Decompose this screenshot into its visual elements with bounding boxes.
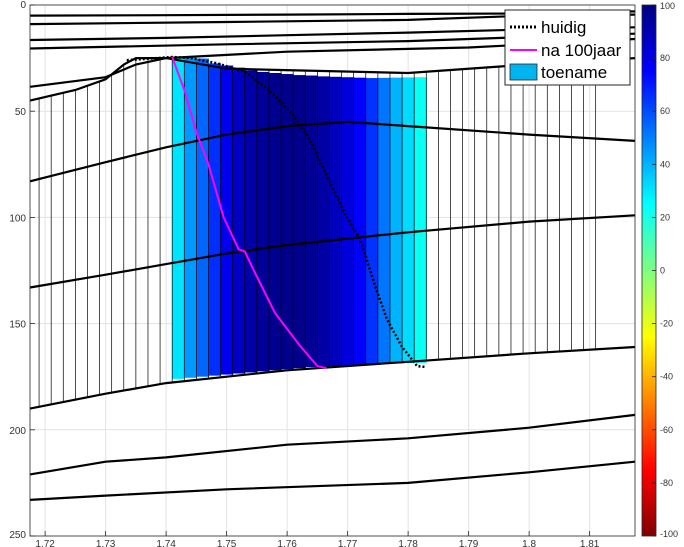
series-lines bbox=[126, 55, 427, 370]
toename-column bbox=[281, 74, 294, 370]
x-tick-label: 1.72 bbox=[35, 539, 55, 547]
toename-column bbox=[208, 63, 222, 376]
toename-column bbox=[184, 57, 197, 378]
x-tick-label: 1.74 bbox=[156, 539, 176, 547]
y-tick-label: 50 bbox=[15, 107, 27, 118]
toename-column bbox=[268, 72, 282, 371]
series-huidig bbox=[126, 55, 427, 369]
plot-frame bbox=[29, 4, 636, 537]
x-tick-label: 1.81 bbox=[580, 539, 600, 547]
y-tick-label: 250 bbox=[9, 530, 26, 541]
x-tick-label: 1.78 bbox=[398, 539, 418, 547]
x-tick-label: 1.79 bbox=[459, 539, 479, 547]
toename-column bbox=[414, 77, 427, 363]
toename-column bbox=[196, 58, 209, 377]
toename-column bbox=[329, 76, 343, 367]
colorbar-tick-label: 40 bbox=[660, 159, 670, 169]
colorbar-tick-label: 80 bbox=[660, 53, 670, 63]
toename-column bbox=[365, 78, 379, 365]
colorbar-tick-label: -100 bbox=[660, 529, 678, 539]
toename-column bbox=[220, 65, 234, 375]
y-tick-label: 150 bbox=[9, 320, 26, 331]
y-tick-label: 200 bbox=[9, 426, 26, 437]
toename-column bbox=[341, 77, 355, 366]
layer-boundary bbox=[29, 214, 636, 289]
toename-columns bbox=[172, 57, 427, 379]
legend-toename-swatch bbox=[509, 63, 538, 81]
toename-column bbox=[389, 77, 403, 364]
legend-na-100jaar-label: na 100jaar bbox=[541, 41, 622, 60]
x-tick-label: 1.75 bbox=[217, 539, 237, 547]
y-tick-label: 0 bbox=[20, 0, 26, 11]
legend-toename-label: toename bbox=[541, 63, 607, 82]
x-tick-label: 1.73 bbox=[96, 539, 116, 547]
x-tick-label: 1.76 bbox=[277, 539, 297, 547]
y-tick-label: 100 bbox=[9, 213, 26, 224]
colorbar-tick-label: -80 bbox=[660, 478, 673, 488]
colorbar-tick-label: 20 bbox=[660, 212, 670, 222]
series-na-100jaar bbox=[171, 56, 327, 370]
toename-column bbox=[377, 77, 391, 364]
colorbar-tick-label: 60 bbox=[660, 106, 670, 116]
mesh-verticals bbox=[38, 58, 597, 407]
toename-column bbox=[305, 75, 318, 368]
toename-column bbox=[172, 57, 185, 379]
legend: huidig na 100jaar toename bbox=[504, 9, 631, 86]
toename-column bbox=[317, 76, 330, 367]
x-tick-label: 1.8 bbox=[522, 539, 536, 547]
colorbar-tick-label: 100 bbox=[660, 1, 675, 11]
layer-boundary bbox=[29, 460, 636, 501]
toename-column bbox=[244, 70, 258, 373]
x-tick-label: 1.77 bbox=[338, 539, 358, 547]
toename-column bbox=[256, 71, 270, 372]
colorbar-ticks: 100 80 60 40 20 0 -20 -40 -60 -80 -100 bbox=[652, 1, 678, 539]
layer-boundary bbox=[29, 120, 636, 183]
toename-column bbox=[402, 77, 415, 364]
layer-boundary bbox=[29, 345, 636, 410]
toename-column bbox=[232, 67, 246, 374]
axis-ticks: 1.72 1.73 1.74 1.75 1.76 1.77 1.78 1.79 1.8 1.81 0… bbox=[9, 0, 599, 547]
toename-column bbox=[293, 75, 306, 369]
colorbar-tick-label: -20 bbox=[660, 319, 673, 329]
legend-huidig-label: huidig bbox=[541, 18, 586, 37]
toename-column bbox=[353, 77, 367, 365]
colorbar-tick-label: -40 bbox=[660, 372, 673, 382]
colorbar-tick-label: 0 bbox=[660, 266, 665, 276]
layer-boundary bbox=[29, 413, 636, 476]
colorbar-tick-label: -60 bbox=[660, 425, 673, 435]
